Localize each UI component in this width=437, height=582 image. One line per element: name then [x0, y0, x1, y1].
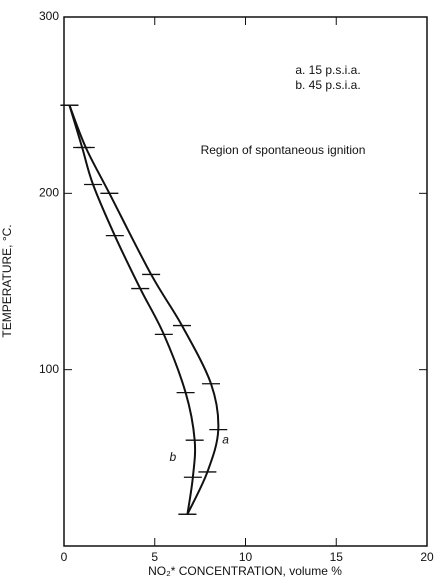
series-label: b — [170, 450, 177, 464]
line — [68, 104, 197, 515]
y-tick-label: 200 — [39, 186, 59, 200]
x-tick-label: 5 — [151, 550, 158, 564]
x-axis-label: NO₂* CONCENTRATION, volume % — [148, 564, 342, 578]
x-tick-label: 20 — [420, 550, 434, 564]
x-tick-label: 15 — [330, 550, 344, 564]
annotation: a. 15 p.s.i.a. — [295, 63, 360, 77]
annotation: Region of spontaneous ignition — [201, 143, 366, 157]
x-tick-label: 0 — [61, 550, 68, 564]
series-label: a — [222, 432, 229, 446]
line — [68, 104, 220, 515]
y-tick-label: 100 — [39, 362, 59, 376]
y-axis-label: TEMPERATURE, °C. — [0, 224, 14, 337]
annotation: b. 45 p.s.i.a. — [295, 78, 360, 92]
x-tick-label: 10 — [239, 550, 253, 564]
plot-frame — [63, 16, 428, 547]
y-tick-label: 300 — [39, 9, 59, 23]
